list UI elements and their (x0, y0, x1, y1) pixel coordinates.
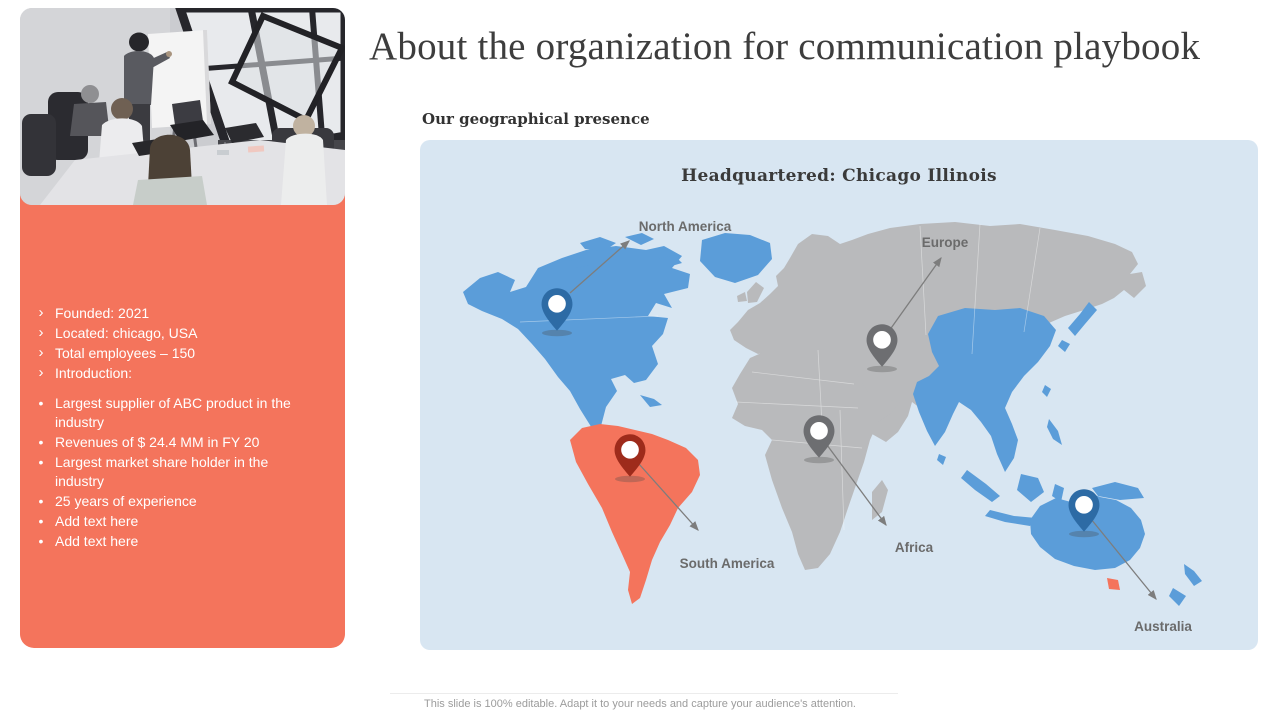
highlight-text: Revenues of $ 24.4 MM in FY 20 (55, 434, 260, 450)
list-item: • Add text here (36, 512, 315, 531)
list-item: • Revenues of $ 24.4 MM in FY 20 (36, 433, 315, 452)
pin-shadows (542, 329, 1099, 538)
dot-bullet-icon: • (38, 395, 44, 411)
region-asia (913, 308, 1056, 472)
island-cuba (640, 395, 662, 407)
chevron-bullet-icon: › (38, 324, 44, 341)
continent-africa (732, 346, 900, 570)
arctic-island (625, 233, 654, 245)
location-pin-australia-icon (1068, 489, 1100, 532)
island-new-zealand-south (1169, 588, 1186, 606)
arctic-island (568, 257, 590, 268)
fact-text: Located: chicago, USA (55, 325, 198, 341)
company-facts-list: › Founded: 2021 › Located: chicago, USA › T… (36, 304, 315, 383)
island-greenland (700, 233, 772, 283)
location-pin-africa-icon (803, 415, 835, 458)
list-item: • Largest supplier of ABC product in the … (36, 394, 315, 432)
arrow-africa (826, 444, 887, 527)
list-item: › Located: chicago, USA (36, 324, 315, 343)
region-label-north-america: North America (638, 219, 732, 234)
highlight-text: Largest market share holder in the indus… (55, 454, 269, 489)
island-sulawesi (1052, 484, 1064, 502)
island-tasmania (1107, 578, 1120, 590)
highlight-text: Largest supplier of ABC product in the i… (55, 395, 291, 430)
chevron-bullet-icon: › (38, 344, 44, 361)
map-headline: Headquartered: Chicago Illinois (681, 166, 997, 186)
arrow-north-america (569, 240, 630, 294)
list-item: • 25 years of experience (36, 492, 315, 511)
island-sri-lanka (937, 454, 946, 465)
list-item: • Add text here (36, 532, 315, 551)
island-great-britain (747, 282, 764, 303)
dot-bullet-icon: • (38, 533, 44, 549)
list-item: › Total employees – 150 (36, 344, 315, 363)
island-java (985, 510, 1036, 526)
dot-bullet-icon: • (38, 434, 44, 450)
company-about-text: › Founded: 2021 › Located: chicago, USA › T… (36, 304, 315, 552)
island-madagascar (872, 480, 888, 520)
dot-bullet-icon: • (38, 513, 44, 529)
highlight-text: Add text here (55, 513, 139, 529)
island-sumatra (961, 470, 1000, 502)
footer-divider (390, 693, 898, 694)
world-map (463, 222, 1202, 606)
pointer-arrows (569, 240, 1157, 601)
footer-note: This slide is 100% editable. Adapt it to… (424, 698, 856, 710)
highlight-text: Add text here (55, 533, 139, 549)
region-label-south-america: South America (679, 556, 775, 571)
location-pin-north-america-icon (541, 288, 573, 331)
arrow-south-america (638, 463, 699, 531)
section-label: Our geographical presence (422, 110, 650, 128)
fact-text: Total employees – 150 (55, 345, 196, 361)
chevron-bullet-icon: › (38, 364, 44, 381)
region-label-europe: Europe (921, 235, 969, 250)
fact-text: Founded: 2021 (55, 305, 150, 321)
page-title: About the organization for communication… (369, 25, 1201, 68)
region-label-australia: Australia (1134, 619, 1192, 634)
team-meeting-photo (20, 8, 345, 205)
arrow-europe (888, 256, 942, 332)
island-philippines (1047, 419, 1062, 445)
continents-blue (463, 233, 1202, 606)
dot-bullet-icon: • (38, 454, 44, 470)
meeting-photo-illustration (20, 8, 345, 205)
continent-north-america (463, 246, 690, 450)
dot-bullet-icon: • (38, 493, 44, 509)
geographical-presence-panel: Headquartered: Chicago Illinois (420, 140, 1258, 650)
arctic-island (658, 255, 682, 267)
location-pin-south-america-icon (614, 434, 646, 477)
continent-south-america (570, 424, 700, 604)
list-item: › Founded: 2021 (36, 304, 315, 323)
country-border-lines (519, 223, 1041, 531)
island-ireland (737, 292, 747, 302)
island-taiwan (1042, 385, 1051, 397)
region-label-africa: Africa (894, 540, 934, 555)
highlight-text: 25 years of experience (55, 493, 197, 509)
location-pin-europe-icon (866, 324, 898, 367)
island-japan (1068, 302, 1097, 336)
island-new-guinea (1092, 482, 1144, 500)
arctic-island (580, 237, 616, 251)
arrow-australia (1090, 518, 1157, 601)
island-borneo (1017, 474, 1044, 502)
island-new-zealand-north (1184, 564, 1202, 586)
continents-coral (570, 424, 1120, 604)
about-panel: › Founded: 2021 › Located: chicago, USA › T… (20, 8, 345, 648)
list-item: • Largest market share holder in the indu… (36, 453, 315, 491)
company-highlights-list: • Largest supplier of ABC product in the … (36, 394, 315, 551)
fact-text: Introduction: (55, 365, 133, 381)
chevron-bullet-icon: › (38, 304, 44, 321)
list-item: › Introduction: (36, 364, 315, 383)
island-japan-south (1058, 340, 1070, 352)
